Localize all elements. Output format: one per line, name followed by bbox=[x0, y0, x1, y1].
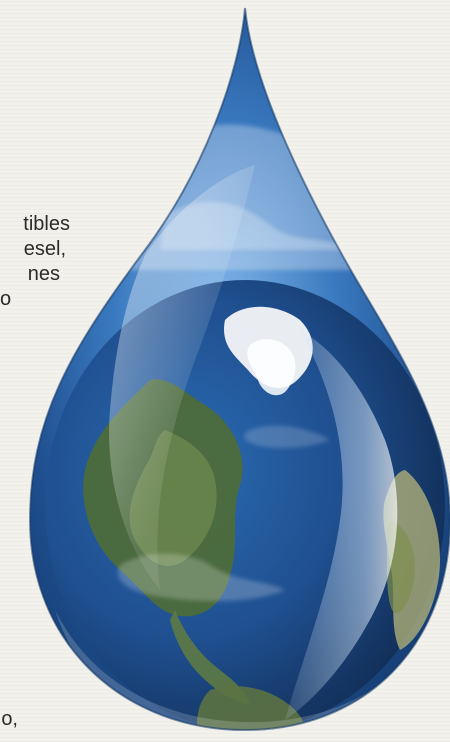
text-fragment-5: o, bbox=[1, 708, 18, 730]
text-fragment-2: esel, bbox=[23, 238, 66, 260]
text-fragment-3: nes bbox=[27, 263, 60, 285]
text-fragment-4: o bbox=[0, 288, 11, 310]
text-fragment-1: tibles bbox=[23, 213, 70, 235]
